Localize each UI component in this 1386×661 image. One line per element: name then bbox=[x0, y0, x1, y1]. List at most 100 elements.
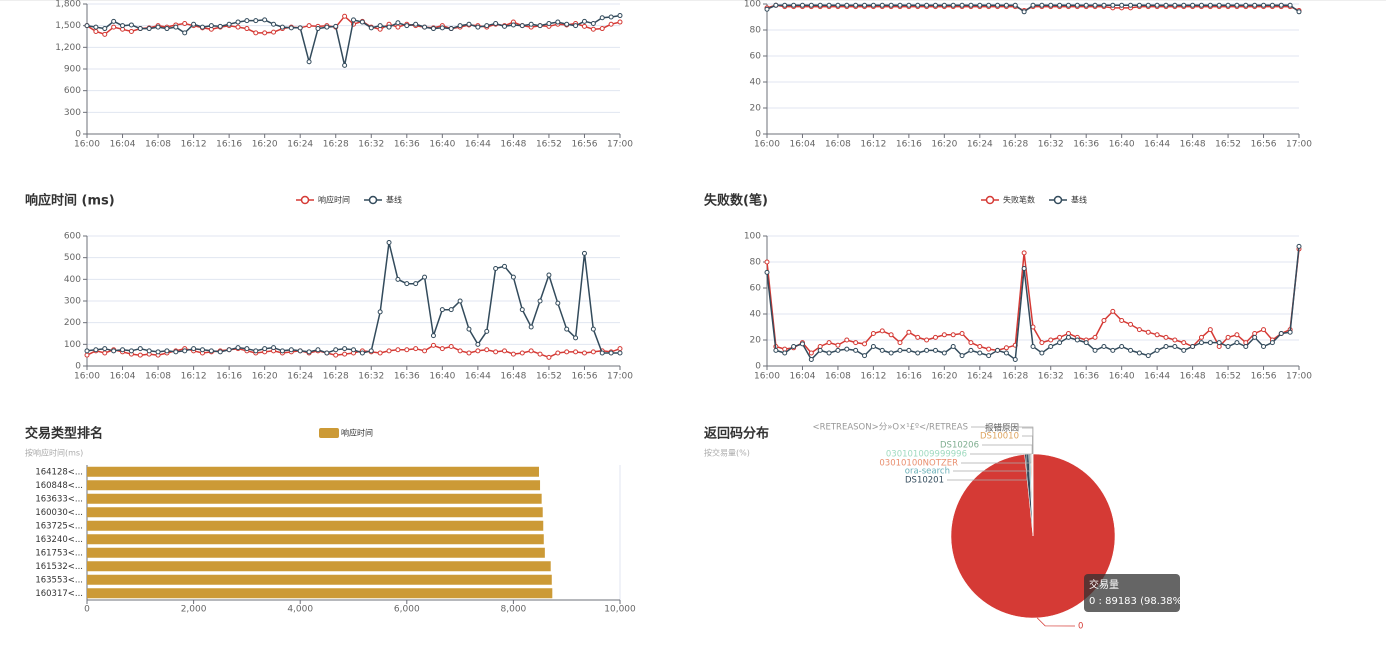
data-point bbox=[386, 24, 392, 30]
data-point bbox=[404, 347, 410, 353]
x-tick-label: 16:56 bbox=[1251, 372, 1277, 382]
data-point bbox=[315, 347, 321, 353]
data-point bbox=[1092, 347, 1098, 353]
data-point bbox=[995, 2, 1001, 8]
data-point bbox=[342, 346, 348, 352]
x-tick-label: 16:44 bbox=[465, 140, 491, 150]
data-point bbox=[502, 348, 508, 354]
data-point bbox=[555, 350, 561, 356]
data-point bbox=[1101, 2, 1107, 8]
data-point bbox=[924, 347, 930, 353]
x-tick-label: 16:36 bbox=[394, 372, 420, 382]
x-tick-label: 16:12 bbox=[860, 140, 886, 150]
pie-label: 03010100NOTZER bbox=[879, 459, 958, 469]
data-point bbox=[1261, 327, 1267, 333]
data-point bbox=[1065, 334, 1071, 340]
data-point bbox=[466, 21, 472, 27]
data-point bbox=[377, 309, 383, 315]
data-point bbox=[333, 352, 339, 358]
data-point bbox=[537, 351, 543, 357]
data-point bbox=[1048, 2, 1054, 8]
data-point bbox=[1287, 2, 1293, 8]
data-point bbox=[448, 344, 454, 349]
data-point bbox=[555, 300, 561, 306]
data-point bbox=[608, 21, 614, 27]
data-point bbox=[773, 2, 779, 8]
data-point bbox=[137, 346, 143, 352]
data-point bbox=[137, 26, 143, 32]
data-point bbox=[546, 272, 552, 278]
x-tick-label: 0 bbox=[84, 605, 90, 615]
data-point bbox=[493, 21, 499, 26]
data-point bbox=[826, 2, 832, 8]
data-point bbox=[844, 2, 850, 8]
data-point bbox=[564, 349, 570, 355]
x-tick-label: 17:00 bbox=[1286, 140, 1312, 150]
data-point bbox=[1234, 340, 1240, 346]
data-point bbox=[217, 23, 223, 29]
data-point bbox=[84, 348, 90, 354]
data-point bbox=[502, 23, 508, 29]
data-point bbox=[430, 342, 436, 348]
chart-title: 返回码分布 bbox=[704, 426, 769, 442]
data-point bbox=[439, 307, 445, 313]
x-tick-label: 16:32 bbox=[358, 140, 384, 150]
data-point bbox=[1154, 2, 1160, 8]
x-tick-label: 16:08 bbox=[825, 372, 851, 382]
data-point bbox=[404, 23, 410, 29]
data-point bbox=[870, 331, 876, 336]
data-point bbox=[817, 347, 823, 353]
y-tick-label: 400 bbox=[64, 275, 81, 285]
data-point bbox=[386, 348, 392, 354]
x-tick-label: 16:12 bbox=[181, 140, 207, 150]
data-point bbox=[1039, 350, 1045, 356]
data-point bbox=[422, 274, 428, 280]
bar bbox=[87, 561, 551, 572]
data-point bbox=[1225, 344, 1231, 349]
tooltip-title: 交易量 bbox=[1089, 578, 1119, 591]
data-point bbox=[897, 2, 903, 8]
data-point bbox=[968, 2, 974, 8]
data-point bbox=[413, 21, 419, 27]
y-tick-label: 100 bbox=[744, 0, 761, 10]
y-tick-label: 600 bbox=[64, 232, 81, 242]
data-point bbox=[853, 347, 859, 353]
data-point bbox=[932, 2, 938, 8]
data-point bbox=[888, 350, 894, 356]
x-tick-label: 16:20 bbox=[252, 140, 278, 150]
data-point bbox=[297, 348, 303, 354]
data-point bbox=[448, 307, 454, 313]
data-point bbox=[888, 332, 894, 338]
y-tick-label: 0 bbox=[75, 362, 81, 372]
y-tick-label: 100 bbox=[744, 232, 761, 242]
data-point bbox=[1039, 2, 1045, 8]
data-point bbox=[111, 348, 117, 354]
data-point bbox=[1207, 2, 1213, 8]
data-point bbox=[288, 347, 294, 353]
data-point bbox=[128, 22, 134, 28]
bar bbox=[87, 480, 541, 491]
data-point bbox=[599, 350, 605, 356]
data-point bbox=[475, 341, 481, 347]
data-point bbox=[1021, 9, 1027, 15]
data-point bbox=[1057, 334, 1063, 340]
y-tick-label: 0 bbox=[75, 130, 81, 140]
data-point bbox=[395, 20, 401, 26]
chart-subtitle: 按交易量(%) bbox=[704, 448, 750, 458]
data-point bbox=[217, 349, 223, 355]
data-point bbox=[977, 350, 983, 356]
data-point bbox=[1269, 2, 1275, 8]
data-point bbox=[1172, 2, 1178, 8]
data-point bbox=[235, 345, 241, 351]
data-point bbox=[279, 348, 285, 354]
data-point bbox=[862, 353, 868, 359]
data-point bbox=[253, 30, 259, 36]
bar bbox=[87, 547, 545, 558]
data-point bbox=[173, 349, 179, 355]
x-tick-label: 16:28 bbox=[323, 372, 349, 382]
x-tick-label: 16:40 bbox=[1109, 140, 1135, 150]
data-point bbox=[1145, 329, 1151, 335]
x-tick-label: 16:56 bbox=[571, 140, 597, 150]
data-point bbox=[1278, 2, 1284, 8]
